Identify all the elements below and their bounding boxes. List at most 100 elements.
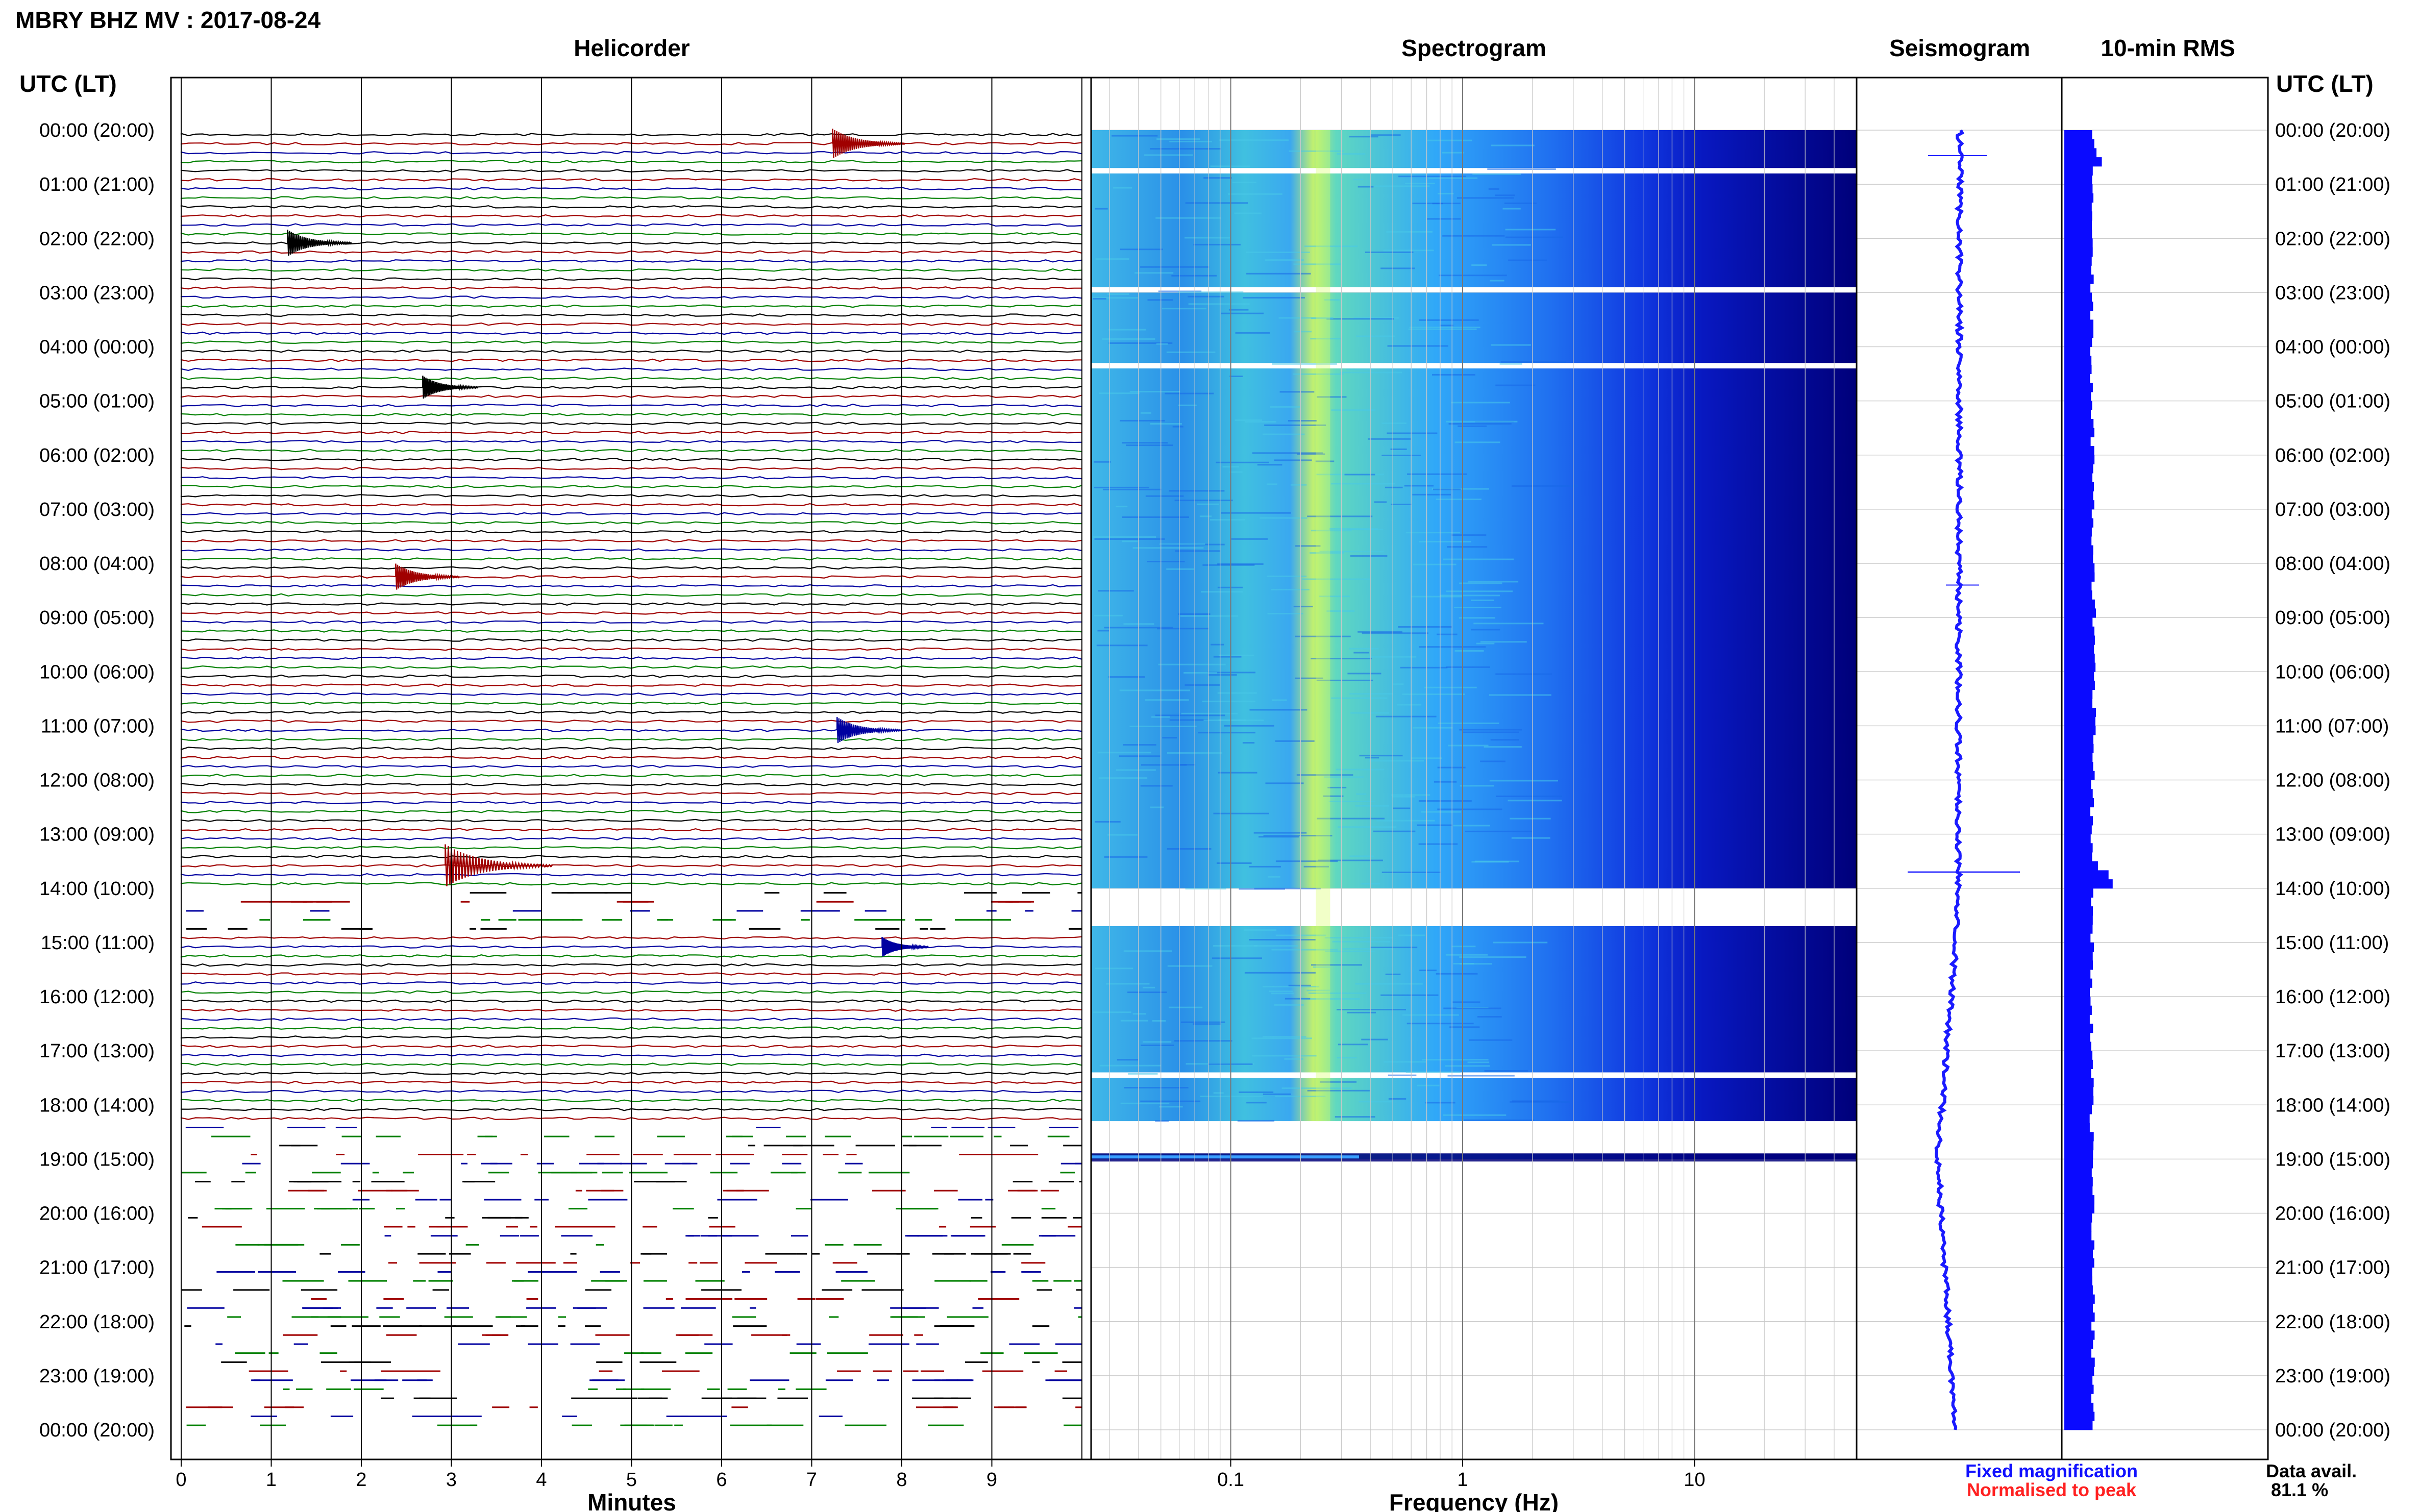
helicorder-trace (180, 548, 1082, 552)
spectrogram-texture (1368, 438, 1411, 440)
spectrogram-texture (1271, 993, 1294, 995)
helicorder-trace (180, 268, 1082, 272)
time-label-right: 23:00 (19:00) (2275, 1366, 2390, 1387)
spectrogram-texture (1328, 801, 1375, 802)
rms-bar (2064, 1051, 2092, 1060)
time-label-left: 12:00 (08:00) (39, 770, 155, 791)
spectrogram-texture (1128, 1073, 1158, 1075)
spectrogram-band (1091, 926, 1857, 1073)
helicorder-trace (180, 466, 1082, 470)
rms-bar (2064, 428, 2094, 437)
helicorder-trace (180, 422, 1082, 426)
rms-bar (2064, 1394, 2091, 1403)
spectrogram-texture (1296, 774, 1353, 776)
spectrogram-texture (1350, 555, 1388, 557)
spectrogram-texture (1336, 769, 1385, 771)
spectrogram-texture (1502, 208, 1521, 210)
spectrogram-texture (1326, 318, 1394, 320)
spectrogram-texture (1295, 677, 1323, 679)
spectrogram-texture (1095, 821, 1121, 823)
spectrogram-panel (1091, 78, 1857, 1459)
time-label-right: 03:00 (23:00) (2275, 282, 2390, 304)
minutes-axis-label: Minutes (587, 1489, 676, 1512)
spectrogram-texture (1229, 376, 1243, 377)
helicorder-trace (180, 494, 1082, 498)
spectrogram-texture (1439, 275, 1507, 277)
minute-tick-label: 5 (626, 1469, 637, 1491)
spectrogram-texture (1094, 461, 1111, 463)
spectrogram-texture (1436, 499, 1482, 501)
spectrogram-texture (1472, 173, 1521, 175)
spectrogram-texture (1104, 856, 1148, 858)
spectrogram-texture (1246, 252, 1310, 253)
rms-bar (2064, 635, 2095, 645)
rms-bar (2064, 708, 2096, 717)
spectrogram-texture (1398, 176, 1466, 178)
rms-bar (2064, 834, 2091, 844)
spectrogram-texture (1349, 693, 1393, 695)
spectrogram-texture (1405, 1071, 1461, 1073)
spectrogram-texture (1331, 409, 1376, 411)
spectrogram-texture (1267, 575, 1307, 577)
spectrogram-texture (1120, 1102, 1170, 1104)
spectrogram-texture (1216, 461, 1269, 463)
spectrogram-texture (1155, 714, 1225, 716)
spectrogram-texture (1307, 1089, 1370, 1092)
rms-bar (2064, 699, 2092, 708)
spectrogram-texture (1449, 1026, 1480, 1028)
helicorder-trace (180, 683, 1082, 687)
helicorder-trace (180, 458, 1082, 461)
spectrogram-texture (1218, 772, 1257, 774)
helicorder-trace (180, 972, 1082, 976)
rms-bar (2064, 689, 2093, 699)
spectrogram-texture (1217, 586, 1243, 588)
spectrogram-texture (1445, 1065, 1490, 1067)
right-axis-header: UTC (LT) (2276, 70, 2374, 97)
spectrogram-texture (1208, 674, 1237, 676)
spectrogram-texture (1510, 817, 1551, 820)
rms-bar (2064, 1105, 2092, 1114)
rms-bar (2064, 1231, 2092, 1241)
spectrogram-texture (1180, 615, 1239, 617)
rms-bar (2064, 879, 2113, 889)
spectrogram-texture (1380, 267, 1415, 269)
helicorder-trace (180, 774, 1082, 778)
helicorder-trace (180, 1099, 1082, 1102)
helicorder-trace (180, 530, 1082, 534)
spectrogram-texture (1263, 1093, 1291, 1095)
helicorder-trace (180, 485, 1082, 489)
spectrogram-texture (1140, 785, 1173, 787)
rms-bar (2064, 1375, 2093, 1385)
spectrogram-texture (1178, 404, 1197, 406)
spectrogram-texture (1338, 826, 1397, 828)
time-label-right: 05:00 (01:00) (2275, 391, 2390, 412)
rms-bar (2064, 229, 2092, 239)
spectrogram-texture (1098, 777, 1148, 779)
spectrogram-texture (1460, 963, 1492, 965)
spectrogram-texture (1293, 606, 1313, 608)
spectrogram-texture (1324, 299, 1340, 301)
spectrogram-texture (1471, 861, 1509, 863)
spectrogram-texture (1361, 1038, 1388, 1040)
spectrogram-texture (1326, 610, 1355, 612)
spectrogram-texture (1349, 648, 1379, 650)
spectrogram-texture (1370, 556, 1385, 558)
rms-bar (2064, 1348, 2091, 1358)
spectrogram-texture (1185, 202, 1248, 204)
spectrogram-peak-band (1316, 130, 1330, 1122)
spectrogram-texture (1183, 672, 1218, 674)
spectrogram-texture (1398, 934, 1425, 936)
spectrogram-texture (1147, 561, 1185, 562)
spectrogram-texture (1108, 329, 1146, 331)
spectrogram-texture (1387, 345, 1448, 347)
spectrogram-texture (1443, 1114, 1507, 1116)
spectrogram-texture (1337, 1057, 1357, 1059)
rms-bar (2064, 1312, 2095, 1322)
spectrogram-texture (1158, 663, 1226, 665)
spectrogram-texture (1284, 1058, 1303, 1060)
frequency-tick-label: 1 (1457, 1469, 1468, 1491)
spectrogram-texture (1489, 694, 1551, 696)
spectrogram-texture (1155, 217, 1221, 219)
spectrogram-texture (1269, 990, 1293, 993)
helicorder-trace (180, 575, 1082, 579)
